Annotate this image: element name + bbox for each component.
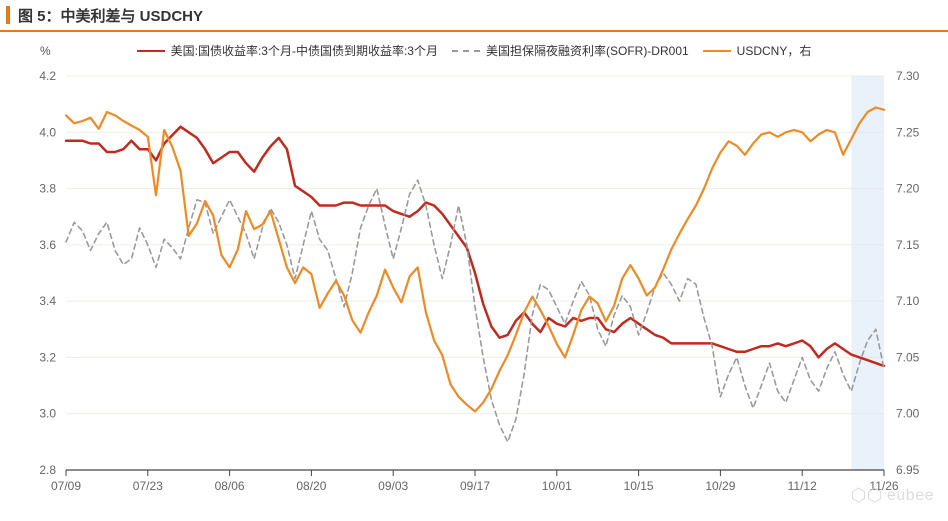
- svg-text:09/17: 09/17: [460, 479, 490, 493]
- svg-text:3.8: 3.8: [39, 182, 56, 196]
- axes-layer: [66, 470, 884, 476]
- watermark-text: eubee: [887, 487, 934, 505]
- svg-text:7.00: 7.00: [896, 407, 920, 421]
- y-right-ticks: 6.95 7.00 7.05 7.10 7.15 7.20 7.25 7.30: [896, 69, 920, 477]
- svg-text:7.30: 7.30: [896, 69, 920, 83]
- watermark: ⬡⬡ eubee: [851, 485, 934, 506]
- svg-text:08/06: 08/06: [215, 479, 245, 493]
- highlight-band: [851, 76, 884, 470]
- y-left-ticks: 2.8 3.0 3.2 3.4 3.6 3.8 4.0 4.2: [39, 69, 56, 477]
- svg-text:09/03: 09/03: [378, 479, 408, 493]
- svg-text:3.4: 3.4: [39, 294, 56, 308]
- svg-text:10/15: 10/15: [624, 479, 654, 493]
- chart-area: % 美国:国债收益率:3个月-中债国债到期收益率:3个月 美国担保隔夜融资利率(…: [0, 32, 948, 512]
- title-bar: 图 5：中美利差与 USDCHY: [0, 0, 948, 32]
- svg-text:3.0: 3.0: [39, 407, 56, 421]
- svg-text:7.20: 7.20: [896, 182, 920, 196]
- figure-container: 图 5：中美利差与 USDCHY % 美国:国债收益率:3个月-中债国债到期收益…: [0, 0, 948, 521]
- svg-text:6.95: 6.95: [896, 463, 920, 477]
- svg-text:2.8: 2.8: [39, 463, 56, 477]
- svg-text:11/12: 11/12: [788, 479, 817, 493]
- svg-text:10/01: 10/01: [542, 479, 572, 493]
- x-ticks: 07/09 07/23 08/06 08/20 09/03 09/17 10/01 10/15…: [51, 479, 899, 493]
- figure-title: 图 5：中美利差与 USDCHY: [18, 5, 203, 26]
- title-marker: [6, 6, 10, 24]
- svg-text:07/23: 07/23: [133, 479, 163, 493]
- svg-text:7.10: 7.10: [896, 294, 920, 308]
- svg-text:4.0: 4.0: [39, 125, 56, 139]
- svg-text:7.25: 7.25: [896, 125, 920, 139]
- svg-text:07/09: 07/09: [51, 479, 81, 493]
- watermark-icon: ⬡⬡: [851, 485, 883, 506]
- svg-text:4.2: 4.2: [39, 69, 56, 83]
- svg-text:3.2: 3.2: [39, 350, 56, 364]
- series-layer: [66, 108, 884, 442]
- svg-text:7.05: 7.05: [896, 350, 920, 364]
- svg-text:10/29: 10/29: [705, 479, 735, 493]
- svg-text:7.15: 7.15: [896, 238, 920, 252]
- chart-svg: 2.8 3.0 3.2 3.4 3.6 3.8 4.0 4.2 6.95 7.00 7.05 7.1…: [0, 32, 948, 512]
- svg-text:08/20: 08/20: [296, 479, 326, 493]
- svg-text:3.6: 3.6: [39, 238, 56, 252]
